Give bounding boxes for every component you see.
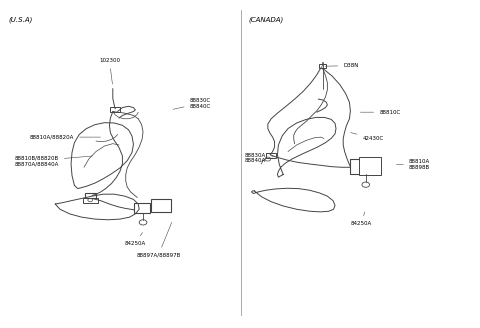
Text: 102300: 102300 — [99, 58, 120, 84]
Text: 84250A: 84250A — [125, 233, 146, 246]
Text: (U.S.A): (U.S.A) — [9, 16, 33, 23]
Text: 88810A
88898B: 88810A 88898B — [396, 159, 430, 170]
Bar — [266, 153, 276, 158]
Bar — [134, 203, 150, 213]
Text: 88830A
88840A: 88830A 88840A — [245, 153, 274, 163]
Text: 88810A/88820A: 88810A/88820A — [30, 134, 100, 140]
Text: (CANADA): (CANADA) — [249, 16, 284, 23]
Text: 88897A/88897B: 88897A/88897B — [136, 222, 180, 258]
Text: 84250A: 84250A — [350, 212, 372, 226]
Bar — [110, 107, 120, 112]
Text: 88810C: 88810C — [360, 110, 400, 115]
Bar — [350, 159, 373, 174]
Bar — [319, 64, 326, 68]
Bar — [85, 193, 96, 198]
Text: 42430C: 42430C — [351, 133, 384, 141]
Bar — [83, 198, 98, 203]
Text: 88810B/88820B
88870A/88840A: 88810B/88820B 88870A/88840A — [14, 155, 92, 166]
Text: 88830C
88840C: 88830C 88840C — [173, 98, 211, 109]
Text: D38N: D38N — [325, 63, 359, 68]
Bar — [359, 157, 381, 175]
Bar — [151, 199, 171, 212]
